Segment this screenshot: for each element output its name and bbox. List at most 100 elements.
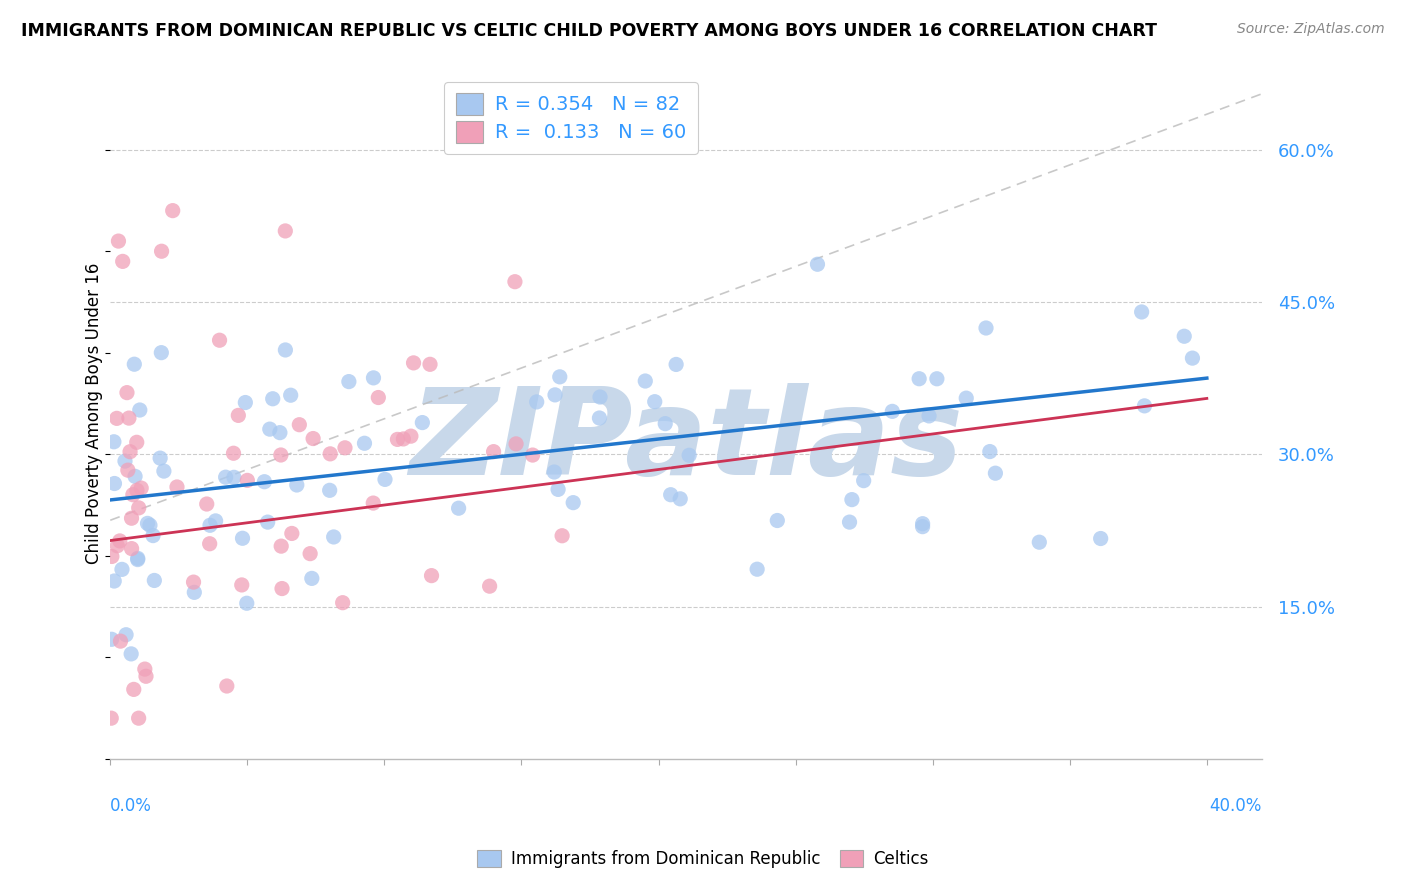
- Point: [588, 411, 610, 425]
- Point: [551, 529, 574, 543]
- Point: [363, 371, 385, 385]
- Point: [100, 711, 122, 725]
- Point: [107, 234, 129, 248]
- Point: [120, 444, 142, 458]
- Point: [128, 403, 150, 417]
- Point: [841, 492, 863, 507]
- Point: [256, 515, 278, 529]
- Point: [222, 470, 245, 484]
- Point: [526, 395, 548, 409]
- Point: [280, 388, 302, 402]
- Point: [1133, 399, 1156, 413]
- Point: [274, 224, 297, 238]
- Point: [124, 469, 146, 483]
- Point: [482, 444, 505, 458]
- Point: [361, 496, 384, 510]
- Point: [127, 551, 149, 566]
- Point: [838, 515, 860, 529]
- Point: [333, 441, 356, 455]
- Point: [231, 531, 253, 545]
- Point: [543, 465, 565, 479]
- Point: [955, 391, 977, 405]
- Point: [262, 392, 284, 406]
- Point: [121, 541, 143, 556]
- Point: [100, 632, 122, 647]
- Point: [236, 474, 259, 488]
- Point: [288, 417, 311, 432]
- Point: [269, 425, 291, 440]
- Text: IMMIGRANTS FROM DOMINICAN REPUBLIC VS CELTIC CHILD POVERTY AMONG BOYS UNDER 16 C: IMMIGRANTS FROM DOMINICAN REPUBLIC VS CE…: [21, 22, 1157, 40]
- Point: [882, 404, 904, 418]
- Point: [122, 682, 145, 697]
- Point: [253, 475, 276, 489]
- Point: [110, 634, 132, 648]
- Point: [153, 464, 176, 478]
- Point: [918, 409, 941, 423]
- Text: 40.0%: 40.0%: [1209, 797, 1261, 814]
- Point: [302, 432, 325, 446]
- Point: [215, 679, 238, 693]
- Point: [402, 356, 425, 370]
- Point: [117, 463, 139, 477]
- Point: [1173, 329, 1195, 343]
- Point: [125, 483, 148, 498]
- Point: [105, 411, 128, 425]
- Point: [115, 628, 138, 642]
- Text: Source: ZipAtlas.com: Source: ZipAtlas.com: [1237, 22, 1385, 37]
- Point: [665, 358, 688, 372]
- Point: [128, 711, 150, 725]
- Point: [387, 433, 409, 447]
- Point: [103, 574, 125, 588]
- Point: [198, 518, 221, 533]
- Point: [374, 472, 396, 486]
- Point: [806, 257, 828, 271]
- Text: 0.0%: 0.0%: [110, 797, 152, 814]
- Point: [125, 435, 148, 450]
- Point: [319, 447, 342, 461]
- Point: [259, 422, 281, 436]
- Point: [669, 491, 692, 506]
- Point: [162, 203, 184, 218]
- Point: [332, 596, 354, 610]
- Point: [103, 434, 125, 449]
- Point: [120, 647, 142, 661]
- Point: [634, 374, 657, 388]
- Point: [392, 432, 415, 446]
- Point: [183, 575, 205, 590]
- Y-axis label: Child Poverty Among Boys Under 16: Child Poverty Among Boys Under 16: [86, 263, 103, 565]
- Point: [285, 478, 308, 492]
- Point: [274, 343, 297, 357]
- Point: [208, 333, 231, 347]
- Point: [222, 446, 245, 460]
- Point: [908, 372, 931, 386]
- Point: [108, 533, 131, 548]
- Point: [318, 483, 340, 498]
- Point: [214, 470, 236, 484]
- Point: [105, 539, 128, 553]
- Point: [271, 582, 294, 596]
- Point: [270, 448, 292, 462]
- Point: [101, 549, 124, 564]
- Point: [852, 474, 875, 488]
- Point: [548, 369, 571, 384]
- Point: [984, 466, 1007, 480]
- Point: [118, 411, 141, 425]
- Point: [142, 528, 165, 542]
- Point: [281, 526, 304, 541]
- Point: [678, 448, 700, 462]
- Point: [747, 562, 769, 576]
- Point: [911, 516, 934, 531]
- Point: [139, 518, 162, 533]
- Point: [198, 537, 221, 551]
- Point: [547, 483, 569, 497]
- Point: [122, 488, 145, 502]
- Point: [544, 388, 567, 402]
- Point: [128, 500, 150, 515]
- Point: [183, 585, 205, 599]
- Point: [974, 321, 997, 335]
- Point: [1028, 535, 1050, 549]
- Point: [299, 547, 322, 561]
- Point: [150, 345, 173, 359]
- Point: [659, 488, 682, 502]
- Point: [127, 552, 149, 566]
